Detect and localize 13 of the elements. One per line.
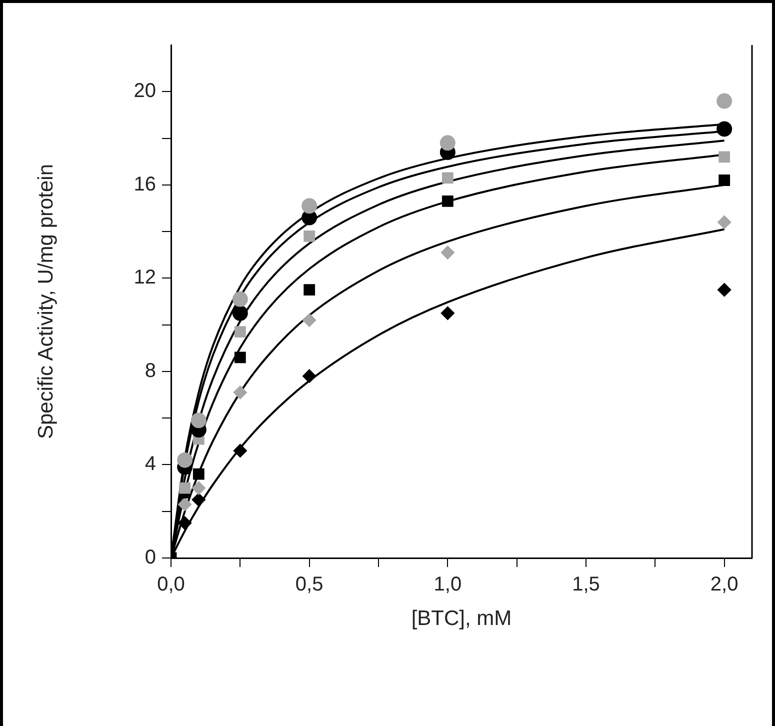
y-tick-label: 4	[144, 453, 156, 476]
y-tick-label: 8	[144, 360, 156, 382]
y-tick-label: 16	[134, 173, 156, 196]
x-tick-label: 0,0	[157, 574, 185, 596]
y-axis-title: Specific Activity, U/mg protein	[34, 164, 58, 440]
x-tick-label: 1,5	[572, 574, 600, 596]
x-tick-label: 2,0	[710, 574, 738, 596]
y-tick-label: 20	[134, 80, 156, 102]
y-tick-label: 12	[134, 266, 156, 289]
y-tick-label: 0	[144, 546, 156, 569]
x-axis-title: [BTC], mM	[411, 607, 512, 630]
x-tick-label: 0,5	[295, 574, 324, 596]
x-tick-label: 1,0	[434, 574, 462, 596]
